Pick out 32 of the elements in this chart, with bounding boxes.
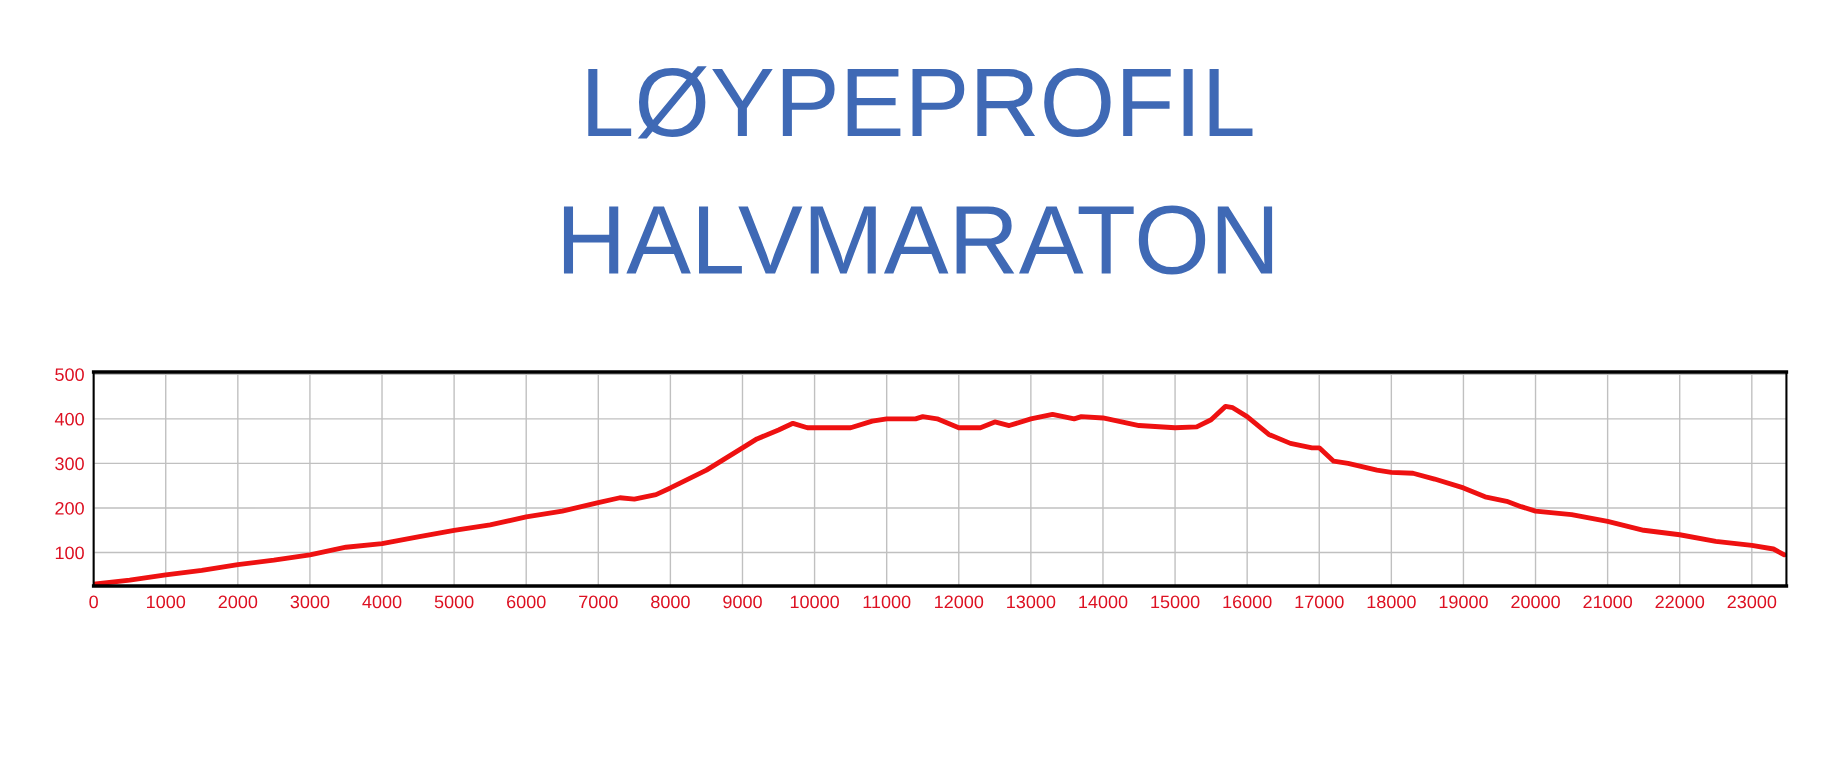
x-tick-label: 22000 — [1655, 595, 1705, 609]
x-tick-label: 20000 — [1511, 595, 1560, 609]
x-tick-label: 6000 — [507, 595, 546, 609]
x-tick-label: 5000 — [434, 595, 474, 609]
x-tick-label: 15000 — [1151, 595, 1200, 609]
x-tick-label: 8000 — [651, 595, 690, 609]
x-tick-label: 17000 — [1295, 595, 1344, 609]
x-tick-label: 9000 — [723, 595, 762, 609]
x-tick-label: 1000 — [147, 595, 186, 609]
y-tick-label: 100 — [55, 546, 84, 560]
x-tick-label: 18000 — [1367, 595, 1416, 609]
x-tick-label: 23000 — [1727, 595, 1777, 609]
y-tick-label: 200 — [55, 501, 84, 515]
x-tick-label: 4000 — [362, 595, 402, 609]
y-tick-label: 400 — [54, 412, 84, 426]
chart-subtitle: HALVMARATON — [563, 205, 1273, 275]
x-tick-label: 10000 — [790, 595, 839, 609]
x-tick-label: 21000 — [1583, 595, 1633, 609]
x-tick-label: 19000 — [1439, 595, 1488, 609]
y-tick-label: 300 — [55, 457, 84, 471]
x-tick-label: 7000 — [579, 595, 618, 609]
x-tick-label: 12000 — [935, 595, 984, 609]
line-series — [93, 403, 1787, 586]
x-tick-label: 0 — [89, 595, 98, 609]
y-tick-label: 500 — [55, 368, 84, 382]
x-tick-label: 3000 — [290, 595, 330, 609]
x-tick-label: 14000 — [1079, 595, 1128, 609]
x-tick-label: 13000 — [1007, 595, 1056, 609]
x-tick-label: 16000 — [1223, 595, 1272, 609]
chart-title: LØYPEPROFIL — [588, 66, 1253, 139]
x-tick-label: 2000 — [218, 595, 258, 609]
x-tick-label: 11000 — [863, 595, 911, 609]
